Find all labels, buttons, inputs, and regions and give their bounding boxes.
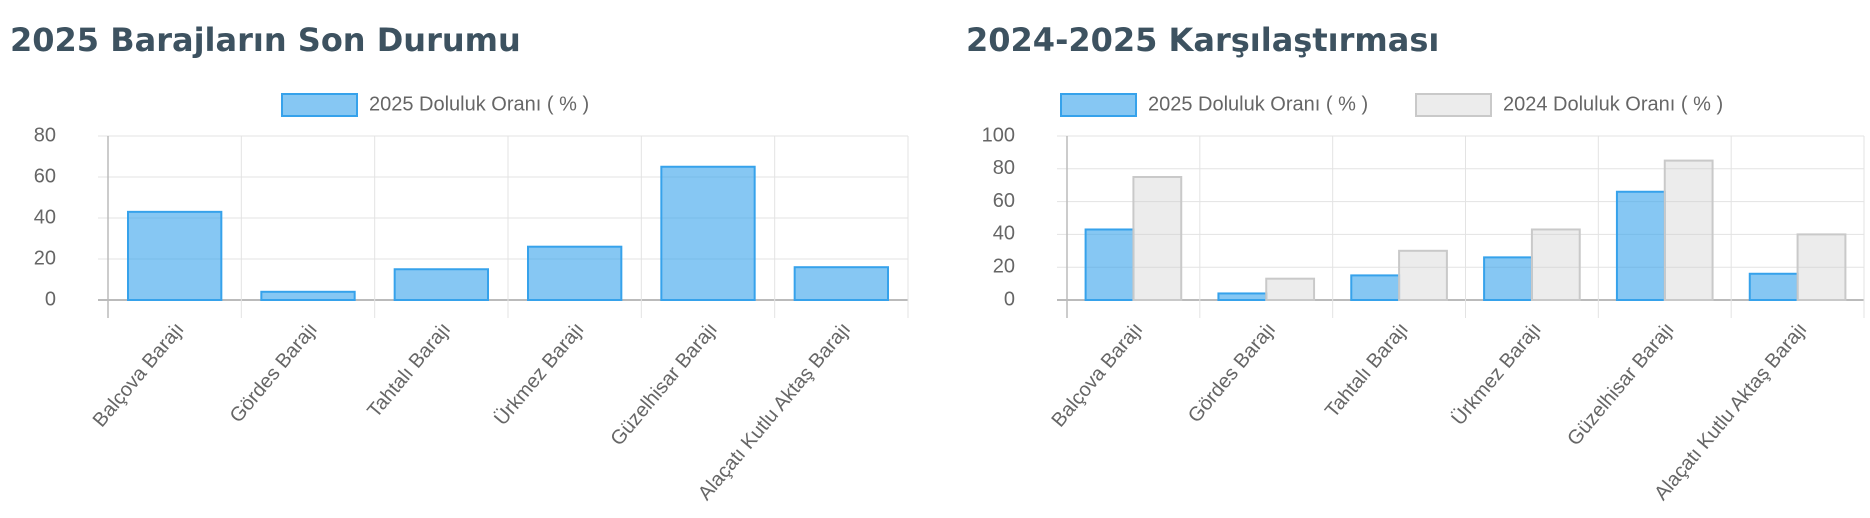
x-tick-label: Balçova Barajı <box>89 318 189 431</box>
x-tick-label: Tahtalı Barajı <box>363 318 455 422</box>
legend-swatch <box>1060 93 1137 117</box>
bar <box>1084 228 1135 301</box>
x-tick-label: Balçova Barajı <box>1048 318 1148 431</box>
legend-swatch <box>1415 93 1492 117</box>
y-tick-label: 60 <box>34 165 56 187</box>
bar <box>1265 277 1316 301</box>
y-tick-label: 80 <box>993 157 1015 179</box>
x-tick-label: Gördes Barajı <box>1184 318 1280 427</box>
bar <box>1350 274 1401 301</box>
x-tick-label: Güzelhisar Barajı <box>606 318 721 450</box>
bar <box>127 210 223 302</box>
x-tick-label: Ürkmez Barajı <box>490 318 588 429</box>
bar <box>1132 176 1183 301</box>
bar <box>1483 256 1533 301</box>
y-tick-label: 100 <box>982 124 1015 146</box>
y-tick-label: 20 <box>34 247 56 269</box>
y-tick-label: 0 <box>45 288 56 310</box>
x-tick-label: Ürkmez Barajı <box>1447 318 1545 429</box>
y-tick-label: 0 <box>1004 288 1015 310</box>
x-tick-label: Gördes Barajı <box>226 318 322 427</box>
x-tick-label: Tahtalı Barajı <box>1321 318 1413 422</box>
legend-label: 2025 Doluluk Oranı ( % ) <box>369 93 589 115</box>
y-tick-label: 20 <box>993 255 1015 277</box>
bar <box>660 165 756 301</box>
y-tick-label: 40 <box>34 206 56 228</box>
bar <box>1796 233 1847 301</box>
y-tick-label: 40 <box>993 223 1015 245</box>
legend-label: 2024 Doluluk Oranı ( % ) <box>1503 93 1723 115</box>
bar <box>1530 228 1581 301</box>
y-tick-label: 60 <box>993 190 1015 212</box>
bar <box>1663 159 1714 301</box>
x-tick-label: Alaçatı Kutlu Aktaş Barajı <box>694 318 855 504</box>
bar <box>1615 190 1666 301</box>
chart-title: 2024-2025 Karşılaştırması <box>966 21 1439 59</box>
bar <box>1748 272 1799 302</box>
x-tick-label: Alaçatı Kutlu Aktaş Barajı <box>1650 318 1811 504</box>
chart-title: 2025 Barajların Son Durumu <box>10 21 521 59</box>
bar <box>260 290 356 301</box>
x-tick-label: Güzelhisar Barajı <box>1563 318 1678 450</box>
bar <box>1398 249 1448 302</box>
y-tick-label: 80 <box>34 124 56 146</box>
bar <box>527 245 623 301</box>
bar <box>793 266 890 302</box>
legend-label: 2025 Doluluk Oranı ( % ) <box>1148 93 1368 115</box>
bar <box>393 268 489 301</box>
legend-swatch <box>281 93 358 117</box>
bar <box>1217 292 1268 302</box>
